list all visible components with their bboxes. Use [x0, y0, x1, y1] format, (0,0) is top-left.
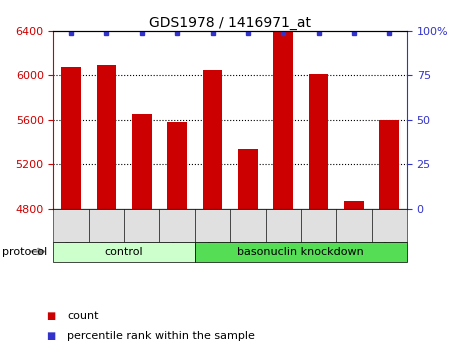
Bar	[203, 70, 222, 209]
Text: count: count	[67, 311, 99, 321]
Bar	[61, 67, 81, 209]
Bar	[379, 120, 399, 209]
Bar	[167, 122, 187, 209]
Bar	[309, 75, 328, 209]
Text: protocol: protocol	[2, 247, 47, 256]
Text: ■: ■	[46, 332, 56, 341]
Text: percentile rank within the sample: percentile rank within the sample	[67, 332, 255, 341]
Bar	[132, 114, 152, 209]
Text: basonuclin knockdown: basonuclin knockdown	[238, 247, 364, 256]
Bar	[238, 149, 258, 209]
Bar	[344, 201, 364, 209]
Bar	[273, 32, 293, 209]
Text: control: control	[105, 247, 144, 256]
Text: ■: ■	[46, 311, 56, 321]
Bar	[97, 66, 116, 209]
Title: GDS1978 / 1416971_at: GDS1978 / 1416971_at	[149, 16, 311, 30]
